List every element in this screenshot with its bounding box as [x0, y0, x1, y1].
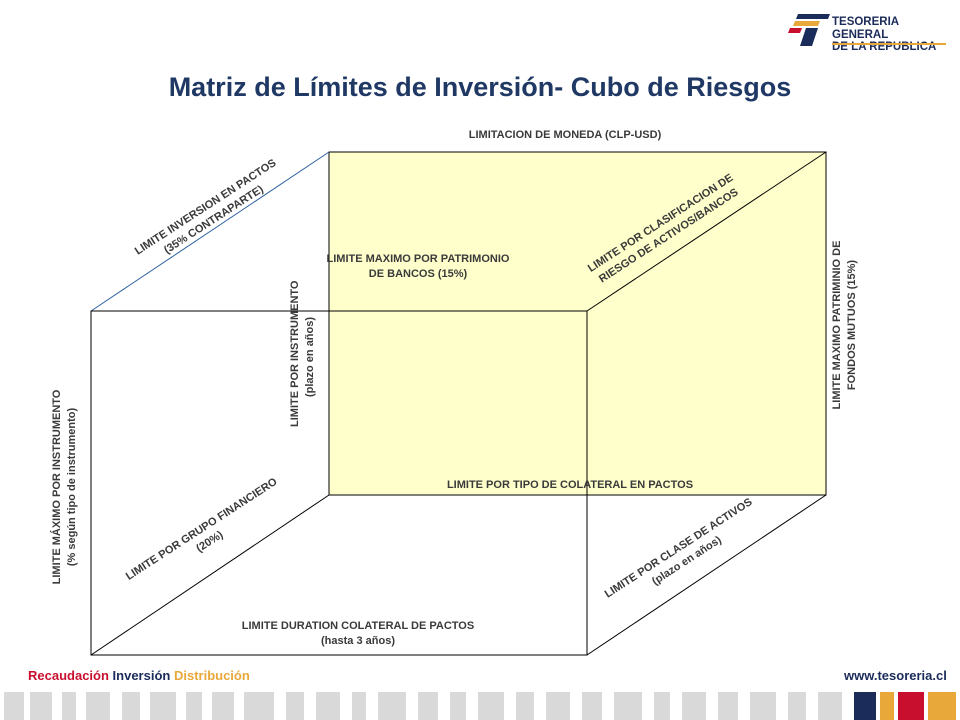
footer-word-inversion: Inversión: [112, 668, 171, 683]
footer-tagline: Recaudación Inversión Distribución: [28, 668, 250, 683]
label-instrumento-plazo: LIMITE POR INSTRUMENTO (plazo en años): [289, 280, 316, 427]
label-duration: LIMITE DURATION COLATERAL DE PACTOS (has…: [241, 620, 475, 647]
cube-edge-bottom-left: [90, 494, 330, 656]
label-patrimonio-bancos: LIMITE MAXIMO POR PATRIMONIO DE BANCOS (…: [326, 253, 510, 280]
cube-edge-bottom-right: [586, 494, 827, 656]
tgr-logo-icon: [788, 14, 830, 46]
label-instrumento-tipo: LIMITE MÁXIMO POR INSTRUMENTO (% según t…: [51, 389, 78, 585]
cube-edge-top-right: [586, 151, 827, 312]
label-moneda: LIMITACION DE MONEDA (CLP-USD): [468, 129, 662, 141]
footer-word-recaudacion: Recaudación: [28, 668, 109, 683]
footer-website: www.tesoreria.cl: [844, 668, 947, 683]
logo-line1: TESORERIA GENERAL: [832, 16, 899, 41]
cube-back-face: [328, 151, 827, 496]
logo-underline: [832, 43, 946, 45]
footer-stripes: [0, 692, 960, 720]
label-colateral: LIMITE POR TIPO DE COLATERAL EN PACTOS: [446, 479, 694, 491]
label-fondos-mutuos: LIMITE MAXIMO PATRIMINIO DE FONDOS MUTUO…: [831, 240, 858, 410]
cube-edge-top-left: [90, 151, 330, 312]
cube-front-face: [90, 310, 588, 656]
page-title: Matriz de Límites de Inversión- Cubo de …: [168, 72, 792, 102]
footer-word-distribucion: Distribución: [173, 668, 250, 683]
tgr-logo: TESORERIA GENERAL DE LA REPUBLICA: [788, 12, 948, 53]
